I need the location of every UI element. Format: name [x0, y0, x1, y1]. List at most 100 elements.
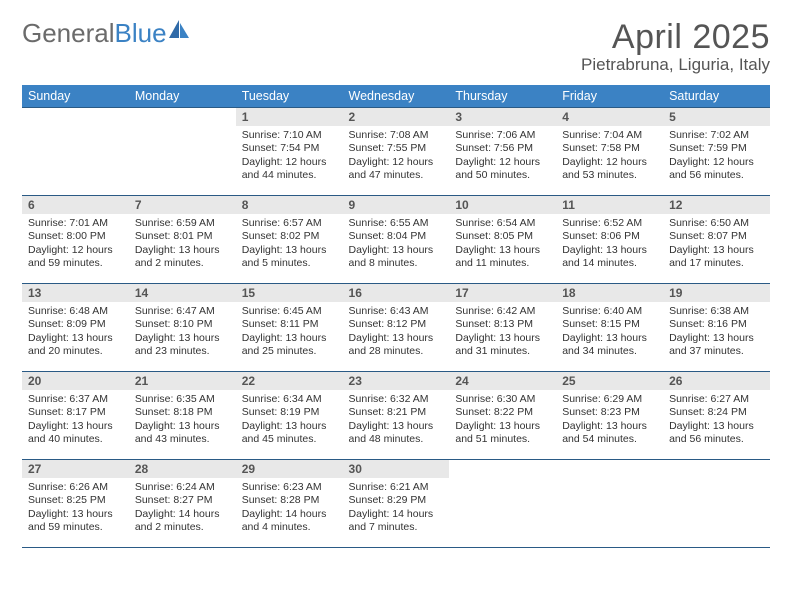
- sunset-line: Sunset: 8:13 PM: [455, 318, 550, 331]
- sunrise-line: Sunrise: 6:45 AM: [242, 305, 337, 318]
- day-cell: 17Sunrise: 6:42 AMSunset: 8:13 PMDayligh…: [449, 284, 556, 372]
- sunrise-line: Sunrise: 6:52 AM: [562, 217, 657, 230]
- sunset-line: Sunset: 8:28 PM: [242, 494, 337, 507]
- day-number: 13: [22, 284, 129, 302]
- day-cell: [22, 108, 129, 196]
- day-number: 1: [236, 108, 343, 126]
- dayhead-wednesday: Wednesday: [343, 85, 450, 108]
- day-body: Sunrise: 6:52 AMSunset: 8:06 PMDaylight:…: [556, 214, 663, 275]
- logo-text: GeneralBlue: [22, 18, 167, 49]
- sunset-line: Sunset: 7:58 PM: [562, 142, 657, 155]
- daylight-line: Daylight: 12 hours and 56 minutes.: [669, 156, 764, 183]
- sunrise-line: Sunrise: 6:40 AM: [562, 305, 657, 318]
- day-number: 30: [343, 460, 450, 478]
- day-body: Sunrise: 6:57 AMSunset: 8:02 PMDaylight:…: [236, 214, 343, 275]
- sunrise-line: Sunrise: 6:34 AM: [242, 393, 337, 406]
- sunset-line: Sunset: 8:16 PM: [669, 318, 764, 331]
- sunset-line: Sunset: 8:00 PM: [28, 230, 123, 243]
- daylight-line: Daylight: 12 hours and 50 minutes.: [455, 156, 550, 183]
- day-cell: 15Sunrise: 6:45 AMSunset: 8:11 PMDayligh…: [236, 284, 343, 372]
- sunset-line: Sunset: 8:07 PM: [669, 230, 764, 243]
- day-cell: 12Sunrise: 6:50 AMSunset: 8:07 PMDayligh…: [663, 196, 770, 284]
- day-cell: 10Sunrise: 6:54 AMSunset: 8:05 PMDayligh…: [449, 196, 556, 284]
- dayhead-sunday: Sunday: [22, 85, 129, 108]
- day-cell: 14Sunrise: 6:47 AMSunset: 8:10 PMDayligh…: [129, 284, 236, 372]
- sunrise-line: Sunrise: 6:38 AM: [669, 305, 764, 318]
- day-body: Sunrise: 6:59 AMSunset: 8:01 PMDaylight:…: [129, 214, 236, 275]
- daylight-line: Daylight: 13 hours and 51 minutes.: [455, 420, 550, 447]
- sunset-line: Sunset: 8:12 PM: [349, 318, 444, 331]
- sunrise-line: Sunrise: 6:23 AM: [242, 481, 337, 494]
- day-number: 6: [22, 196, 129, 214]
- sunrise-line: Sunrise: 7:06 AM: [455, 129, 550, 142]
- day-number: 18: [556, 284, 663, 302]
- day-number: 20: [22, 372, 129, 390]
- month-title: April 2025: [581, 18, 770, 57]
- day-number: 23: [343, 372, 450, 390]
- daylight-line: Daylight: 13 hours and 20 minutes.: [28, 332, 123, 359]
- day-body: Sunrise: 6:50 AMSunset: 8:07 PMDaylight:…: [663, 214, 770, 275]
- sunset-line: Sunset: 8:02 PM: [242, 230, 337, 243]
- dayhead-tuesday: Tuesday: [236, 85, 343, 108]
- day-body: Sunrise: 7:01 AMSunset: 8:00 PMDaylight:…: [22, 214, 129, 275]
- day-body: Sunrise: 7:04 AMSunset: 7:58 PMDaylight:…: [556, 126, 663, 187]
- day-number: 14: [129, 284, 236, 302]
- day-number: 11: [556, 196, 663, 214]
- sunrise-line: Sunrise: 6:29 AM: [562, 393, 657, 406]
- daylight-line: Daylight: 13 hours and 8 minutes.: [349, 244, 444, 271]
- day-body: Sunrise: 7:10 AMSunset: 7:54 PMDaylight:…: [236, 126, 343, 187]
- daylight-line: Daylight: 13 hours and 45 minutes.: [242, 420, 337, 447]
- daylight-line: Daylight: 13 hours and 28 minutes.: [349, 332, 444, 359]
- day-body: Sunrise: 7:08 AMSunset: 7:55 PMDaylight:…: [343, 126, 450, 187]
- sunset-line: Sunset: 8:01 PM: [135, 230, 230, 243]
- day-cell: 4Sunrise: 7:04 AMSunset: 7:58 PMDaylight…: [556, 108, 663, 196]
- day-cell: 3Sunrise: 7:06 AMSunset: 7:56 PMDaylight…: [449, 108, 556, 196]
- day-cell: 20Sunrise: 6:37 AMSunset: 8:17 PMDayligh…: [22, 372, 129, 460]
- sunset-line: Sunset: 8:24 PM: [669, 406, 764, 419]
- day-cell: 29Sunrise: 6:23 AMSunset: 8:28 PMDayligh…: [236, 460, 343, 548]
- day-cell: 13Sunrise: 6:48 AMSunset: 8:09 PMDayligh…: [22, 284, 129, 372]
- day-cell: 21Sunrise: 6:35 AMSunset: 8:18 PMDayligh…: [129, 372, 236, 460]
- sunrise-line: Sunrise: 6:59 AM: [135, 217, 230, 230]
- daylight-line: Daylight: 13 hours and 40 minutes.: [28, 420, 123, 447]
- daylight-line: Daylight: 14 hours and 7 minutes.: [349, 508, 444, 535]
- sunrise-line: Sunrise: 6:30 AM: [455, 393, 550, 406]
- sunset-line: Sunset: 8:17 PM: [28, 406, 123, 419]
- sunset-line: Sunset: 8:04 PM: [349, 230, 444, 243]
- day-body: Sunrise: 6:29 AMSunset: 8:23 PMDaylight:…: [556, 390, 663, 451]
- sunset-line: Sunset: 7:55 PM: [349, 142, 444, 155]
- daylight-line: Daylight: 13 hours and 43 minutes.: [135, 420, 230, 447]
- daylight-line: Daylight: 13 hours and 48 minutes.: [349, 420, 444, 447]
- daylight-line: Daylight: 13 hours and 23 minutes.: [135, 332, 230, 359]
- day-cell: 28Sunrise: 6:24 AMSunset: 8:27 PMDayligh…: [129, 460, 236, 548]
- day-body: Sunrise: 6:45 AMSunset: 8:11 PMDaylight:…: [236, 302, 343, 363]
- week-row: 20Sunrise: 6:37 AMSunset: 8:17 PMDayligh…: [22, 372, 770, 460]
- sunset-line: Sunset: 8:23 PM: [562, 406, 657, 419]
- day-cell: 27Sunrise: 6:26 AMSunset: 8:25 PMDayligh…: [22, 460, 129, 548]
- sunset-line: Sunset: 8:25 PM: [28, 494, 123, 507]
- logo: GeneralBlue: [22, 18, 191, 49]
- header: GeneralBlue April 2025 Pietrabruna, Ligu…: [22, 18, 770, 75]
- location: Pietrabruna, Liguria, Italy: [581, 55, 770, 75]
- day-cell: 16Sunrise: 6:43 AMSunset: 8:12 PMDayligh…: [343, 284, 450, 372]
- day-number: 5: [663, 108, 770, 126]
- sunrise-line: Sunrise: 6:21 AM: [349, 481, 444, 494]
- day-body: Sunrise: 6:34 AMSunset: 8:19 PMDaylight:…: [236, 390, 343, 451]
- day-body: Sunrise: 7:06 AMSunset: 7:56 PMDaylight:…: [449, 126, 556, 187]
- day-cell: 30Sunrise: 6:21 AMSunset: 8:29 PMDayligh…: [343, 460, 450, 548]
- day-cell: [129, 108, 236, 196]
- daylight-line: Daylight: 13 hours and 2 minutes.: [135, 244, 230, 271]
- day-number: 29: [236, 460, 343, 478]
- logo-text-blue: Blue: [115, 18, 167, 48]
- daylight-line: Daylight: 12 hours and 47 minutes.: [349, 156, 444, 183]
- daylight-line: Daylight: 13 hours and 31 minutes.: [455, 332, 550, 359]
- day-body: Sunrise: 6:27 AMSunset: 8:24 PMDaylight:…: [663, 390, 770, 451]
- week-row: 27Sunrise: 6:26 AMSunset: 8:25 PMDayligh…: [22, 460, 770, 548]
- day-body: Sunrise: 6:55 AMSunset: 8:04 PMDaylight:…: [343, 214, 450, 275]
- sunrise-line: Sunrise: 6:35 AM: [135, 393, 230, 406]
- day-cell: 18Sunrise: 6:40 AMSunset: 8:15 PMDayligh…: [556, 284, 663, 372]
- day-number: 8: [236, 196, 343, 214]
- sunset-line: Sunset: 8:21 PM: [349, 406, 444, 419]
- day-number: 3: [449, 108, 556, 126]
- title-block: April 2025 Pietrabruna, Liguria, Italy: [581, 18, 770, 75]
